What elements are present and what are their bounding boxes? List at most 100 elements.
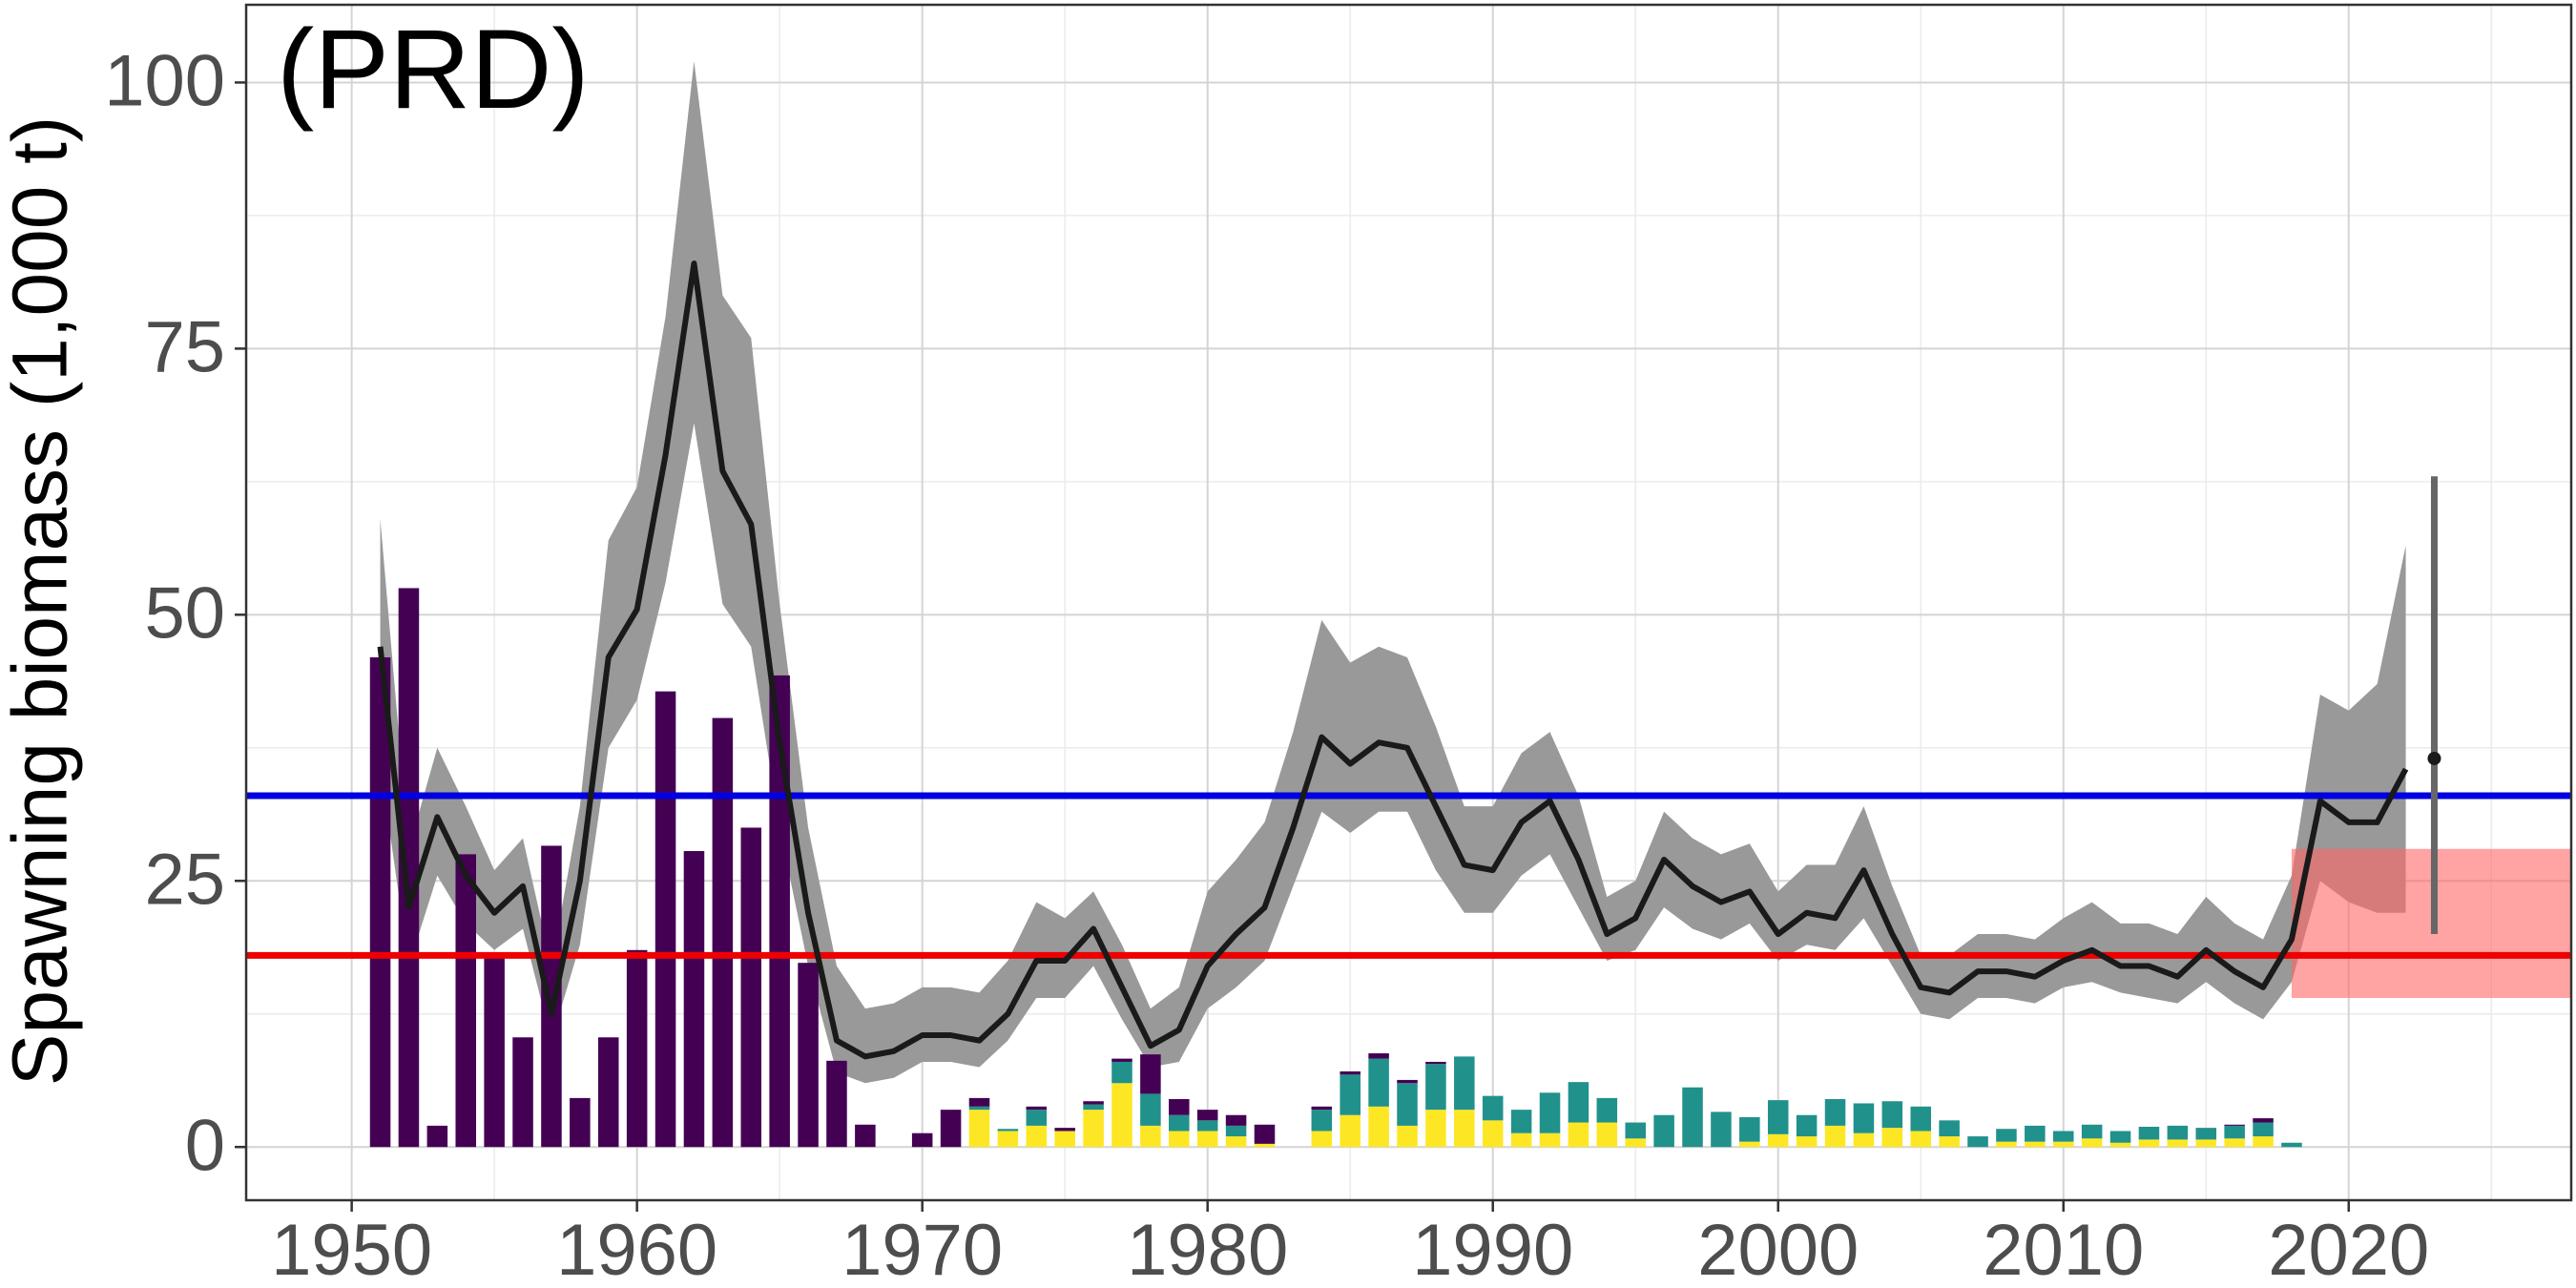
catch-bar <box>1111 1061 1132 1084</box>
catch-bar <box>2081 1124 2103 1139</box>
catch-bar <box>1169 1099 1190 1115</box>
catch-bar <box>1083 1104 1104 1111</box>
catch-bar <box>1311 1106 1333 1111</box>
catch-bar <box>2253 1118 2274 1123</box>
catch-bar <box>1425 1110 1446 1148</box>
catch-bar <box>826 1060 847 1148</box>
x-tick-label: 1990 <box>1412 1210 1573 1288</box>
catch-bar <box>1568 1122 1589 1148</box>
catch-bar <box>512 1037 533 1148</box>
projection-point <box>2427 751 2441 765</box>
catch-bar <box>1026 1125 1048 1148</box>
catch-bar <box>1425 1064 1446 1111</box>
y-tick-label: 75 <box>144 306 225 387</box>
catch-bar <box>1824 1125 1846 1148</box>
catch-bar <box>570 1097 591 1148</box>
catch-bar <box>1196 1131 1218 1148</box>
x-tick-label: 1970 <box>841 1210 1003 1288</box>
biomass-line <box>377 260 2409 1060</box>
catch-bar <box>1910 1106 1932 1132</box>
x-tick-label: 2020 <box>2268 1210 2429 1288</box>
catch-bar <box>1824 1099 1846 1126</box>
catch-bar <box>2253 1122 2274 1137</box>
catch-bar <box>1796 1136 1818 1148</box>
y-axis-label: Spawning biomass (1,000 t) <box>0 116 84 1086</box>
catch-bar <box>2052 1141 2074 1148</box>
catch-bar <box>1967 1136 1988 1148</box>
catch-bar <box>2281 1142 2302 1148</box>
catch-bar <box>1196 1120 1218 1132</box>
catch-bar <box>683 851 705 1148</box>
annotation: (PRD) <box>277 7 590 133</box>
catch-bar <box>1026 1106 1048 1111</box>
catch-bar <box>2224 1138 2245 1148</box>
catch-bar <box>740 827 762 1148</box>
catch-bar <box>1625 1122 1646 1139</box>
catch-bar <box>1596 1097 1618 1123</box>
plot-area <box>246 61 2571 1148</box>
catch-bar <box>1739 1116 1760 1142</box>
catch-bar <box>1425 1061 1446 1065</box>
catch-bar <box>968 1106 990 1111</box>
catch-bar <box>1881 1128 1903 1148</box>
catch-bar <box>1653 1114 1674 1148</box>
catch-bar <box>1054 1128 1075 1132</box>
catch-bar <box>398 588 420 1148</box>
catch-bar <box>968 1097 990 1107</box>
catch-bar <box>426 1125 448 1148</box>
catch-bar <box>1169 1131 1190 1148</box>
x-tick-label: 1960 <box>556 1210 717 1288</box>
catch-bar <box>1140 1054 1161 1094</box>
catch-bar <box>1225 1125 1247 1137</box>
catch-bar <box>968 1110 990 1148</box>
x-tick-label: 2000 <box>1697 1210 1859 1288</box>
catch-bar <box>1311 1131 1333 1148</box>
catch-bar <box>2224 1124 2245 1126</box>
catch-bar <box>855 1124 876 1148</box>
y-tick-label: 100 <box>104 41 225 122</box>
catch-bar <box>1054 1131 1075 1148</box>
catch-bar <box>1083 1101 1104 1105</box>
catch-bar <box>1254 1143 1276 1148</box>
catch-bar <box>1225 1114 1247 1126</box>
catch-bar <box>1482 1120 1504 1148</box>
catch-bar <box>2167 1125 2189 1140</box>
catch-bar <box>2052 1131 2074 1142</box>
catch-bar <box>541 845 562 1148</box>
catch-bar <box>2167 1139 2189 1148</box>
catch-bar <box>455 854 477 1148</box>
catch-bar <box>1083 1110 1104 1148</box>
plot-border <box>244 3 2573 1202</box>
catch-bar <box>654 691 676 1148</box>
catch-bar <box>2025 1141 2046 1148</box>
catch-bar <box>1397 1083 1418 1126</box>
catch-bar <box>1910 1131 1932 1148</box>
catch-bar <box>1568 1082 1589 1123</box>
y-tick-label: 0 <box>185 1105 225 1186</box>
catch-bar <box>1026 1110 1048 1126</box>
catch-bar <box>1482 1095 1504 1121</box>
catch-bar <box>1111 1083 1132 1148</box>
catch-bar <box>1711 1111 1732 1148</box>
axes: 1950 1960 1970 1980 1990 2000 2010 2020 0 25 50 75 1… <box>104 41 2429 1288</box>
confidence-band <box>380 61 2406 1084</box>
catch-bar <box>1510 1132 1532 1148</box>
catch-bar <box>1767 1133 1789 1148</box>
catch-bar <box>1340 1114 1361 1148</box>
catch-bar <box>712 717 734 1148</box>
catch-bar <box>1996 1129 2017 1142</box>
catch-bar <box>2138 1139 2160 1148</box>
catch-bar <box>1539 1132 1561 1148</box>
catch-bar <box>484 955 505 1148</box>
catch-bar <box>1368 1058 1389 1107</box>
catch-bar <box>597 1037 619 1148</box>
catch-bar <box>2081 1138 2103 1148</box>
catch-bar <box>1140 1125 1161 1148</box>
catch-bar <box>2195 1128 2217 1140</box>
catch-bar <box>911 1132 933 1148</box>
catch-bar <box>2195 1139 2217 1148</box>
catch-bar <box>1225 1136 1247 1148</box>
